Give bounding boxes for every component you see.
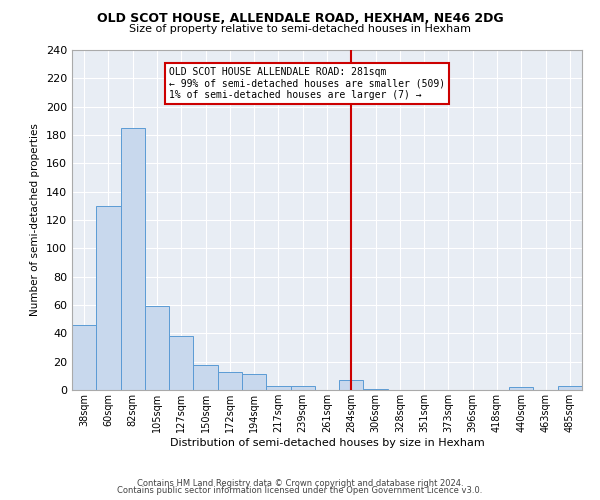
Bar (509, 387, 533, 390)
Text: Size of property relative to semi-detached houses in Hexham: Size of property relative to semi-detach… (129, 24, 471, 34)
Bar (72, 325, 96, 390)
Text: Contains public sector information licensed under the Open Government Licence v3: Contains public sector information licen… (118, 486, 482, 495)
Y-axis label: Number of semi-detached properties: Number of semi-detached properties (31, 124, 40, 316)
Bar (558, 386, 582, 390)
Bar (96, 206, 121, 390)
X-axis label: Distribution of semi-detached houses by size in Hexham: Distribution of semi-detached houses by … (170, 438, 484, 448)
Bar (339, 380, 364, 390)
Text: OLD SCOT HOUSE ALLENDALE ROAD: 281sqm
← 99% of semi-detached houses are smaller : OLD SCOT HOUSE ALLENDALE ROAD: 281sqm ← … (169, 67, 445, 100)
Bar (290, 386, 315, 390)
Bar (218, 372, 242, 390)
Bar (266, 386, 290, 390)
Text: OLD SCOT HOUSE, ALLENDALE ROAD, HEXHAM, NE46 2DG: OLD SCOT HOUSE, ALLENDALE ROAD, HEXHAM, … (97, 12, 503, 26)
Bar (169, 336, 193, 390)
Bar (364, 388, 388, 390)
Bar (121, 128, 145, 390)
Bar (242, 374, 266, 390)
Text: Contains HM Land Registry data © Crown copyright and database right 2024.: Contains HM Land Registry data © Crown c… (137, 478, 463, 488)
Bar (145, 306, 169, 390)
Bar (193, 364, 218, 390)
